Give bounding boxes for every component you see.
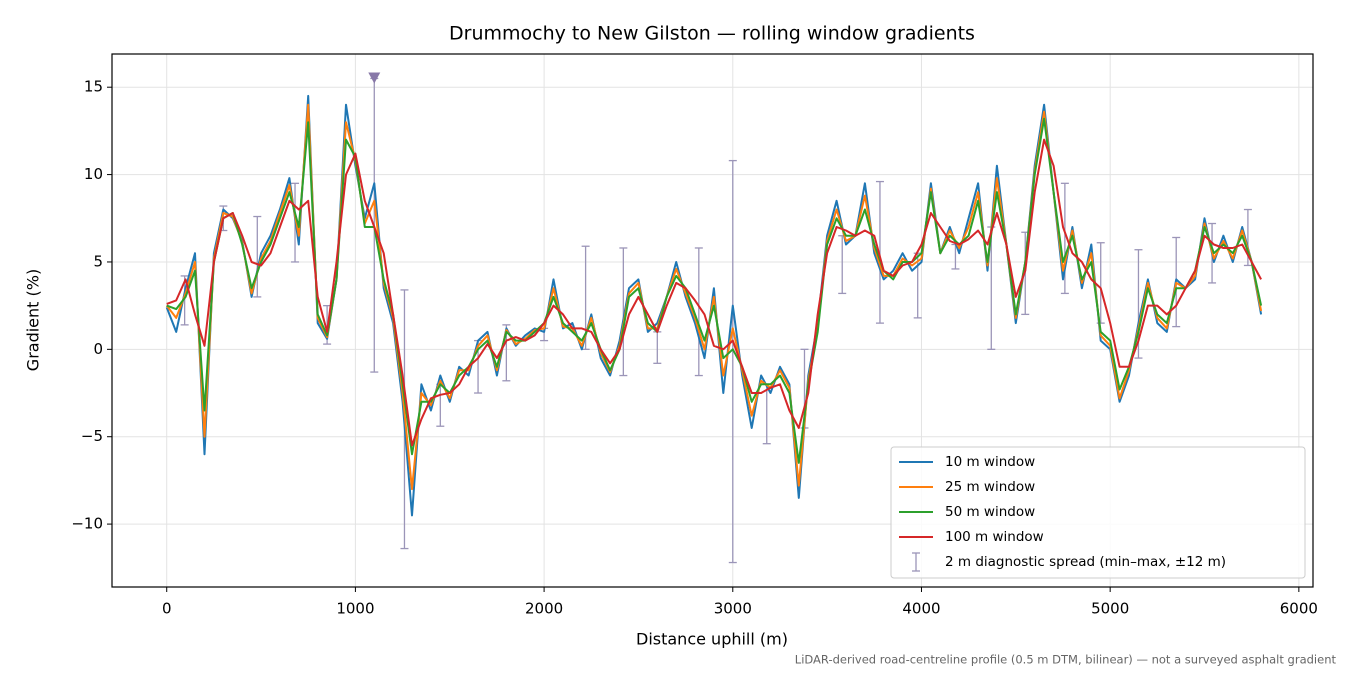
legend-label: 25 m window xyxy=(945,479,1035,495)
error-bar xyxy=(180,275,189,326)
y-tick-label: −10 xyxy=(71,515,103,533)
legend-label: 100 m window xyxy=(945,529,1044,545)
chart-title: Drummochy to New Gilston — rolling windo… xyxy=(449,23,975,45)
y-tick-label: 10 xyxy=(84,165,103,183)
error-bar xyxy=(253,215,262,298)
peak-marker xyxy=(368,72,381,84)
y-tick-label: −5 xyxy=(81,427,103,445)
y-tick-label: 5 xyxy=(93,252,103,270)
x-tick-label: 2000 xyxy=(525,600,563,618)
legend-label: 10 m window xyxy=(945,454,1035,470)
error-bar xyxy=(987,226,996,350)
legend-label: 50 m window xyxy=(945,504,1035,520)
y-axis-label: Gradient (%) xyxy=(24,269,43,371)
plot-frame xyxy=(111,53,1314,588)
x-tick-label: 4000 xyxy=(902,600,940,618)
error-bar xyxy=(1060,182,1069,295)
x-tick-label: 3000 xyxy=(714,600,752,618)
error-bar xyxy=(875,180,884,324)
x-axis-label: Distance uphill (m) xyxy=(636,630,788,649)
footnote: LiDAR-derived road-centreline profile (0… xyxy=(795,653,1337,667)
error-bar xyxy=(619,247,628,377)
series-line xyxy=(166,117,1263,464)
error-bar xyxy=(653,331,662,364)
x-tick-label: 6000 xyxy=(1280,600,1318,618)
error-bar xyxy=(728,159,737,564)
legend-label: 2 m diagnostic spread (min–max, ±12 m) xyxy=(945,554,1226,570)
x-tick-label: 5000 xyxy=(1091,600,1129,618)
y-tick-label: 15 xyxy=(84,78,103,96)
y-tick-label: 0 xyxy=(93,340,103,358)
legend-box xyxy=(890,446,1306,579)
x-tick-label: 0 xyxy=(162,600,172,618)
error-bar xyxy=(694,247,703,377)
series-line xyxy=(166,138,1262,447)
x-tick-label: 1000 xyxy=(336,600,374,618)
